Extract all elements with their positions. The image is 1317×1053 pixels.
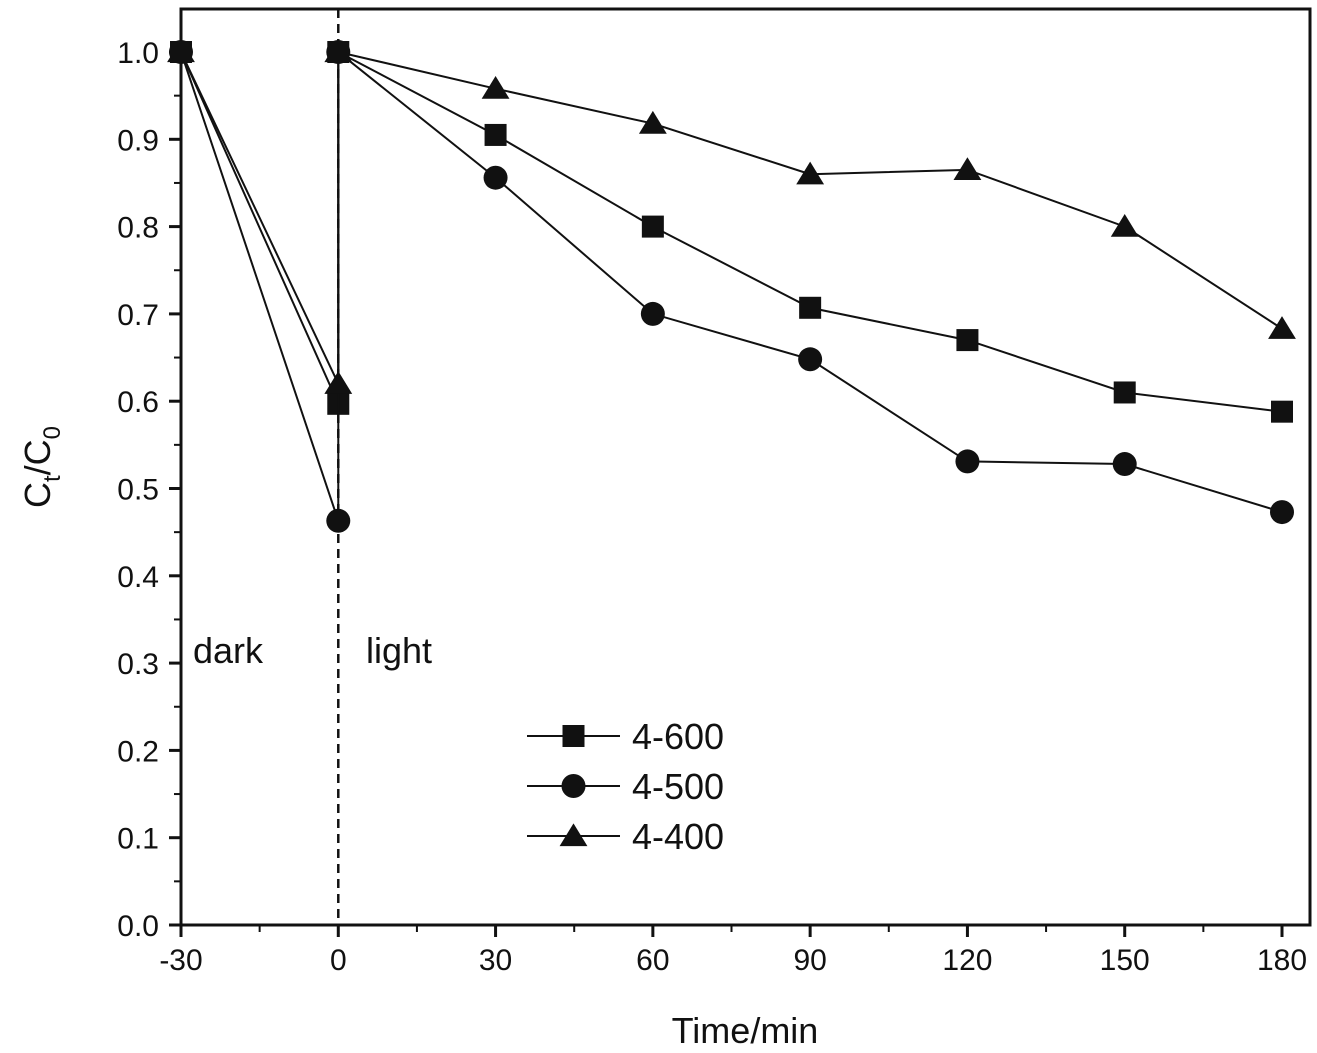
data-point-triangle (324, 371, 353, 394)
y-tick-label: 0.7 (117, 299, 159, 332)
y-axis-title-slash-c: /C (17, 439, 58, 475)
y-tick-label: 0.1 (117, 823, 159, 856)
y-axis-title-c: C (17, 482, 58, 508)
y-tick-label: 0.3 (117, 648, 159, 681)
annotation-light: light (366, 630, 432, 671)
data-point-triangle (1110, 213, 1139, 237)
x-tick-label: 90 (793, 944, 826, 977)
axis-ticks: -30 0 30 60 90 120 150 180 0.0 0.1 0.2 0.3 0.4 0.5 0.6… (117, 37, 1307, 977)
series-group (167, 39, 1296, 533)
legend-label: 4-400 (632, 816, 724, 857)
y-tick-label: 0.4 (117, 561, 159, 594)
x-tick-label: -30 (159, 944, 202, 977)
data-point-triangle (167, 39, 195, 63)
data-point-square (1271, 400, 1293, 423)
data-point-circle (483, 165, 508, 190)
data-point-square (799, 296, 822, 319)
data-point-square (1113, 381, 1136, 404)
legend-marker-triangle (559, 823, 588, 847)
y-tick-label: 0.0 (117, 910, 159, 943)
data-point-triangle (481, 76, 510, 99)
plot-frame (179, 7, 1312, 927)
data-point-square (956, 329, 979, 352)
x-tick-label: 60 (636, 944, 669, 977)
data-point-circle (326, 508, 351, 533)
x-tick-label: 150 (1100, 944, 1150, 977)
y-axis-title-sub-0: 0 (39, 426, 66, 439)
data-point-square (641, 215, 664, 238)
series-line (180, 50, 1283, 385)
data-point-triangle (638, 110, 667, 134)
data-point-square (484, 123, 507, 146)
y-tick-label: 0.5 (117, 474, 159, 507)
legend-marker-circle (561, 774, 586, 798)
data-point-circle (640, 301, 665, 326)
legend-label: 4-600 (632, 716, 724, 757)
data-point-triangle (1268, 316, 1296, 339)
y-axis-title-sub-t: t (39, 475, 66, 482)
legend-marker-square (562, 725, 585, 747)
annotation-dark: dark (193, 630, 264, 671)
data-point-circle (1112, 452, 1137, 477)
y-tick-label: 0.2 (117, 735, 159, 768)
data-point-triangle (796, 161, 825, 185)
x-tick-label: 120 (942, 944, 992, 977)
y-tick-label: 0.6 (117, 386, 159, 419)
x-tick-label: 30 (479, 944, 512, 977)
y-axis-title: Ct/C0 (17, 426, 66, 508)
x-axis-title: Time/min (672, 1010, 819, 1051)
data-point-triangle (324, 39, 353, 63)
data-point-circle (955, 449, 980, 474)
data-point-triangle (953, 157, 982, 180)
x-tick-label: 180 (1257, 944, 1307, 977)
y-tick-label: 1.0 (117, 37, 159, 70)
y-tick-label: 0.8 (117, 212, 159, 245)
legend: 4-600 4-500 4-400 (527, 716, 724, 857)
series-line (180, 49, 1283, 522)
data-point-circle (798, 347, 823, 372)
data-point-circle (1270, 500, 1294, 525)
y-tick-label: 0.9 (117, 124, 159, 157)
x-tick-label: 0 (330, 944, 347, 977)
legend-label: 4-500 (632, 766, 724, 807)
